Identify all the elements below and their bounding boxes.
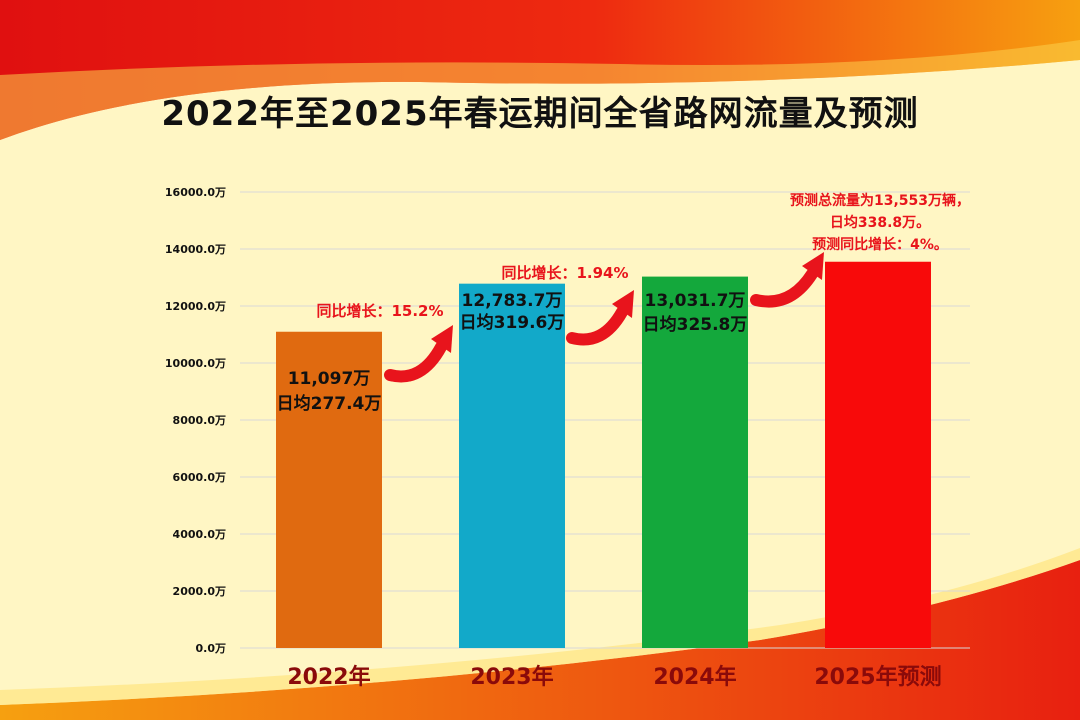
bar-value-label: 日均319.6万 (460, 312, 565, 333)
y-tick-label: 14000.0万 (165, 243, 226, 256)
growth-arrow-icon (384, 325, 453, 383)
forecast-annotation: 预测同比增长：4%。 (812, 236, 948, 253)
bar-value-label: 11,097万 (288, 369, 371, 389)
x-tick-label: 2022年 (287, 664, 370, 690)
growth-annotation: 同比增长：1.94% (501, 264, 628, 282)
x-tick-label: 2023年 (470, 664, 553, 690)
growth-arrows (384, 252, 824, 383)
bar (276, 331, 382, 648)
y-tick-label: 2000.0万 (173, 585, 226, 598)
y-tick-label: 4000.0万 (173, 528, 226, 541)
y-tick-label: 16000.0万 (165, 186, 226, 199)
bar (459, 283, 565, 648)
x-tick-label: 2025年预测 (814, 664, 941, 690)
bar (825, 261, 931, 648)
bottom-banner (0, 560, 1080, 720)
growth-annotation: 同比增长：15.2% (316, 302, 443, 320)
forecast-annotation: 日均338.8万。 (830, 214, 930, 231)
x-tick-label: 2024年 (653, 664, 736, 690)
x-axis: 2022年 2023年 2024年 2025年预测 (287, 664, 941, 690)
bar-value-label: 日均325.8万 (643, 314, 748, 335)
bars (276, 261, 931, 648)
y-tick-label: 12000.0万 (165, 300, 226, 313)
growth-arrow-icon (566, 290, 634, 346)
bar-value-label: 12,783.7万 (462, 291, 563, 311)
growth-arrow-icon (750, 252, 824, 308)
y-tick-label: 8000.0万 (173, 414, 226, 427)
top-swoosh (0, 40, 1080, 140)
bar (642, 276, 748, 648)
y-tick-label: 10000.0万 (165, 357, 226, 370)
bar-value-label: 13,031.7万 (645, 291, 746, 311)
bottom-swoosh (0, 548, 1080, 705)
y-tick-label: 6000.0万 (173, 471, 226, 484)
y-axis: 0.0万 2000.0万 4000.0万 6000.0万 8000.0万 10000.0万… (165, 186, 226, 655)
y-tick-label: 0.0万 (196, 642, 227, 655)
bar-value-label: 日均277.4万 (277, 393, 382, 414)
forecast-annotation: 预测总流量为13,553万辆， (790, 192, 970, 209)
chart-title: 2022年至2025年春运期间全省路网流量及预测 (161, 94, 919, 134)
